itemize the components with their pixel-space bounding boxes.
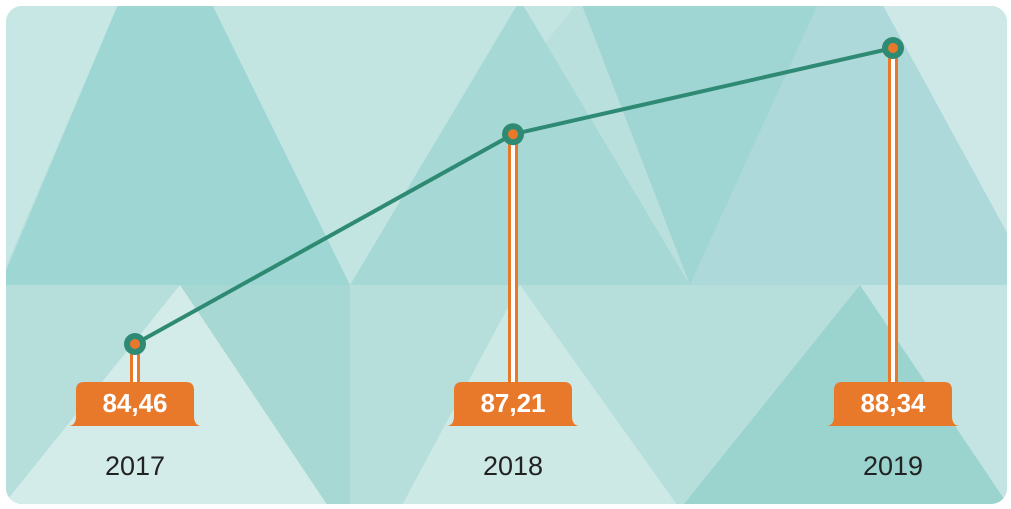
value-label: 84,46 — [102, 388, 167, 418]
x-tick-label: 2018 — [483, 451, 543, 481]
point-center — [888, 43, 898, 53]
point-center — [130, 339, 140, 349]
chart: 84,46 2017 87,21 2018 88,34 2019 — [0, 0, 1011, 509]
page: {"chart_data": {"type": "line", "categor… — [0, 0, 1011, 509]
value-label: 87,21 — [480, 388, 545, 418]
stem-core — [891, 48, 895, 382]
background — [0, 0, 1011, 509]
stem-core — [511, 134, 515, 382]
point-center — [508, 129, 518, 139]
x-tick-label: 2017 — [105, 451, 165, 481]
value-label: 88,34 — [860, 388, 926, 418]
x-tick-label: 2019 — [863, 451, 923, 481]
